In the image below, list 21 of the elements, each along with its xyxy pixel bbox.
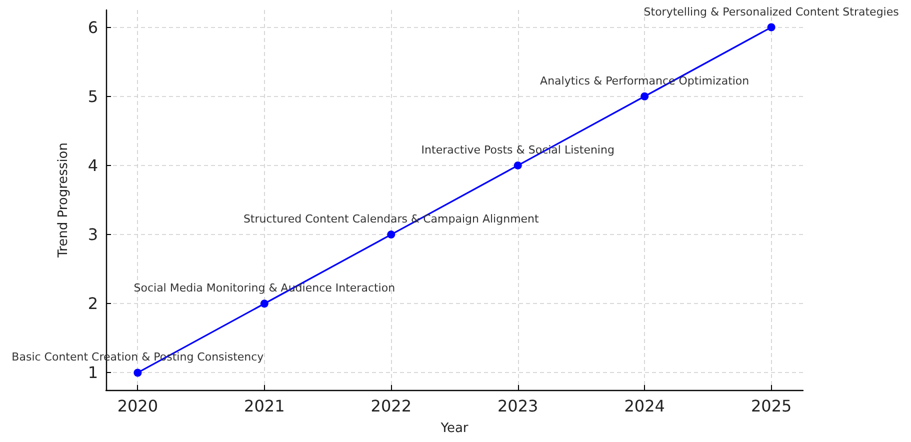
annotation: Storytelling & Personalized Content Strategies [644,5,900,18]
point [640,92,649,100]
y-tick-label: 4 [88,156,98,175]
y-tick-label: 3 [88,225,98,244]
y-tick-label: 6 [88,18,98,37]
point [514,161,522,170]
x-tick-label: 2023 [498,396,538,416]
x-tick-label: 2024 [624,396,665,416]
y-tick-label: 1 [88,363,98,382]
y-tick-label: 5 [88,86,98,106]
point [260,300,268,308]
point [387,230,396,239]
x-tick-label: 2021 [244,396,285,416]
x-axis-title: Year [440,421,469,436]
y-tick-label: 2 [88,294,98,314]
x-tick-label: 2025 [750,396,792,416]
x-tick-label: 2020 [117,396,158,416]
y-axis-title: Trend Progression [56,142,71,258]
point [767,23,776,32]
x-tick-label: 2022 [370,396,412,416]
point [134,368,142,377]
